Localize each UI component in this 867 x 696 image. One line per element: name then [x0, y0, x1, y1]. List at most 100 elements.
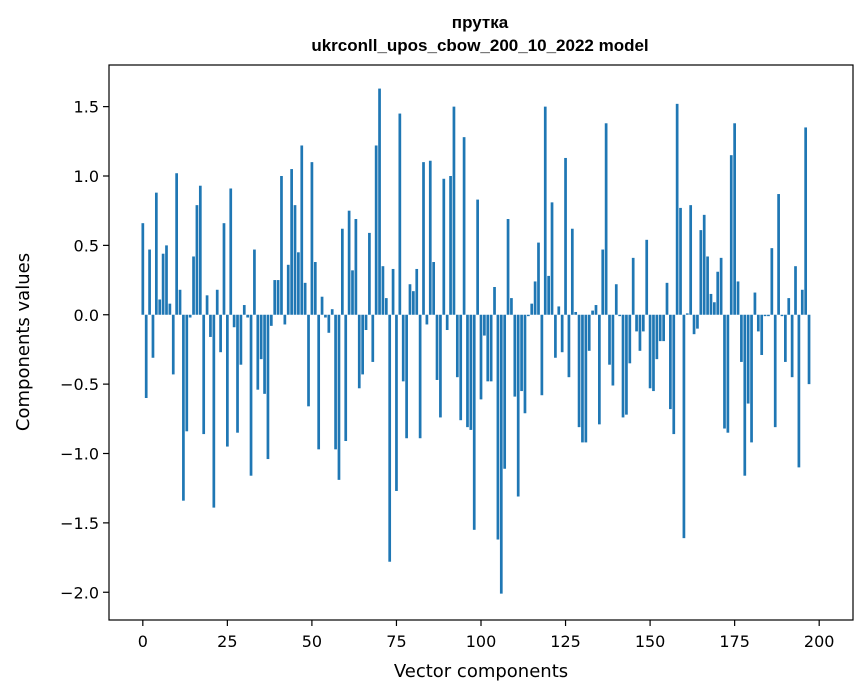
bar-15 — [192, 256, 195, 315]
bar-151 — [652, 314, 655, 392]
bar-42 — [283, 314, 287, 325]
bar-140 — [614, 284, 618, 315]
bar-178 — [743, 314, 747, 476]
bar-162 — [689, 205, 693, 315]
y-tick-label: 0.0 — [74, 306, 99, 325]
bar-17 — [198, 185, 202, 315]
bar-102 — [486, 314, 490, 382]
bar-62 — [351, 270, 354, 315]
bar-161 — [685, 313, 689, 315]
bar-52 — [317, 314, 321, 450]
bar-121 — [550, 202, 554, 315]
bar-105 — [496, 314, 500, 540]
bar-167 — [706, 256, 709, 315]
bar-90 — [445, 314, 449, 331]
x-tick-label: 25 — [217, 632, 237, 651]
bar-158 — [675, 103, 679, 315]
bar-22 — [215, 289, 219, 315]
bar-8 — [168, 303, 172, 315]
bar-187 — [773, 314, 777, 428]
bar-124 — [560, 314, 564, 353]
bar-64 — [357, 314, 361, 389]
bar-185 — [767, 314, 770, 317]
bar-179 — [746, 314, 750, 404]
bar-39 — [273, 280, 277, 315]
bar-50 — [310, 162, 314, 315]
bar-146 — [635, 314, 638, 332]
bar-127 — [570, 228, 574, 315]
bar-91 — [449, 176, 452, 315]
bar-33 — [253, 249, 256, 315]
bar-21 — [212, 314, 216, 508]
bar-174 — [729, 155, 733, 315]
bar-183 — [760, 314, 764, 355]
bar-142 — [621, 314, 625, 418]
y-axis-ticks: −2.0 −1.5 −1.0 −0.5 0.0 0.5 1.0 1.5 — [60, 98, 109, 602]
bar-149 — [645, 239, 649, 315]
x-tick-label: 0 — [138, 632, 148, 651]
bar-80 — [412, 291, 415, 315]
bar-109 — [510, 298, 513, 315]
bar-114 — [526, 314, 530, 317]
chart-subtitle: ukrconll_upos_cbow_200_10_2022 model — [311, 36, 648, 55]
bar-2 — [148, 249, 151, 315]
bar-89 — [442, 178, 446, 315]
bar-106 — [499, 314, 503, 594]
bar-123 — [557, 306, 561, 315]
bar-11 — [178, 289, 182, 315]
bar-41 — [280, 176, 283, 315]
bar-103 — [489, 314, 493, 382]
bar-98 — [472, 314, 476, 530]
bar-74 — [391, 268, 395, 315]
bar-119 — [543, 106, 547, 315]
bar-130 — [581, 314, 584, 443]
bar-67 — [368, 232, 371, 315]
bar-95 — [462, 137, 466, 315]
bar-51 — [313, 262, 317, 315]
y-tick-label: −1.5 — [60, 514, 99, 533]
bar-83 — [422, 162, 425, 315]
bar-173 — [726, 314, 730, 433]
bar-129 — [577, 314, 581, 428]
bar-133 — [591, 310, 594, 315]
bar-108 — [506, 219, 510, 315]
bar-32 — [249, 314, 253, 476]
x-tick-label: 125 — [550, 632, 581, 651]
bar-154 — [662, 314, 665, 342]
bar-1 — [144, 314, 148, 398]
bar-24 — [222, 223, 226, 315]
bar-111 — [516, 314, 520, 497]
y-tick-label: −2.0 — [60, 583, 99, 602]
bar-59 — [340, 228, 344, 315]
bar-28 — [236, 314, 239, 433]
bar-85 — [428, 160, 432, 315]
bar-101 — [483, 314, 486, 336]
x-tick-label: 150 — [635, 632, 666, 651]
bar-82 — [418, 314, 422, 439]
bar-3 — [151, 314, 155, 358]
bar-72 — [384, 298, 388, 315]
bar-128 — [574, 311, 578, 315]
bar-126 — [567, 314, 571, 378]
bar-86 — [432, 262, 436, 315]
bar-193 — [794, 266, 797, 315]
bar-135 — [598, 314, 601, 425]
bar-20 — [209, 314, 212, 337]
bar-37 — [266, 314, 270, 460]
bar-132 — [587, 314, 591, 351]
bar-188 — [777, 194, 780, 315]
bar-116 — [533, 281, 537, 315]
bars-group — [141, 88, 811, 594]
bar-65 — [361, 314, 364, 375]
bar-10 — [175, 173, 178, 315]
bar-163 — [692, 314, 696, 335]
bar-23 — [219, 314, 222, 353]
bar-4 — [154, 192, 158, 315]
bar-61 — [347, 210, 351, 315]
bar-13 — [185, 314, 189, 432]
bar-49 — [307, 314, 310, 407]
bar-71 — [381, 266, 385, 315]
bar-134 — [594, 305, 598, 315]
bar-131 — [584, 314, 588, 443]
bar-75 — [395, 314, 398, 491]
